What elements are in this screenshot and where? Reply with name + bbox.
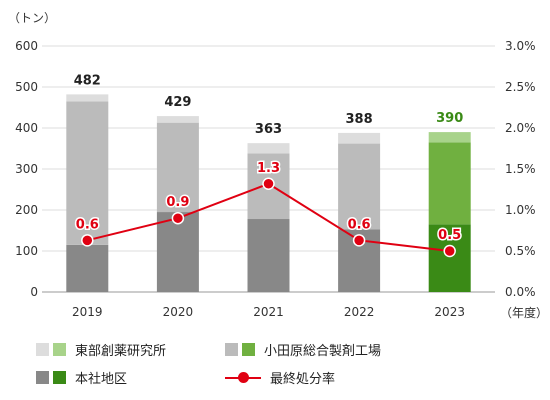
- bar-total-label: 390: [436, 111, 463, 126]
- bar-segment: [247, 219, 290, 292]
- rate-point: [443, 244, 456, 258]
- rate-point: [81, 234, 94, 247]
- bar-total-label: 482: [74, 73, 101, 88]
- rate-data-label: 0.6: [76, 217, 99, 232]
- x-tick-label: 2020: [163, 305, 194, 319]
- y-tick-label: 600: [15, 39, 38, 53]
- bar-segment: [247, 143, 290, 154]
- rate-data-label: 1.3: [257, 161, 280, 176]
- y2-tick-label: 2.5%: [505, 80, 536, 94]
- y2-tick-label: 1.0%: [505, 203, 536, 217]
- bar-segment: [156, 116, 199, 123]
- bar-segment: [428, 132, 471, 143]
- y2-tick-label: 3.0%: [505, 39, 536, 53]
- y2-tick-label: 0.0%: [505, 285, 536, 299]
- bar-segment: [428, 142, 471, 225]
- rate-data-label: 0.5: [438, 228, 461, 243]
- y2-tick-label: 1.5%: [505, 162, 536, 176]
- y-tick-label: 300: [15, 162, 38, 176]
- x-tick-label: 2023: [434, 305, 465, 319]
- y-tick-label: 400: [15, 121, 38, 135]
- x-tick-label: 2019: [72, 305, 103, 319]
- rate-data-label: 0.6: [348, 217, 371, 232]
- bar-segment: [66, 94, 109, 102]
- bar-segment: [66, 101, 109, 245]
- x-tick-label: 2022: [344, 305, 375, 319]
- bar-total-label: 429: [164, 95, 191, 110]
- bar-segment: [428, 224, 471, 292]
- y-axis-unit: （トン）: [8, 11, 56, 25]
- y-tick-label: 100: [15, 244, 38, 258]
- bar-total-label: 388: [346, 112, 373, 127]
- rate-point: [171, 211, 185, 225]
- rate-point: [262, 177, 275, 191]
- bar-segment: [338, 143, 381, 230]
- y-tick-label: 500: [15, 80, 38, 94]
- rate-data-label: 0.9: [166, 195, 189, 210]
- y2-tick-label: 0.5%: [505, 244, 536, 258]
- y-tick-label: 0: [30, 285, 38, 299]
- x-tick-label: 2021: [253, 305, 284, 319]
- y2-tick-label: 2.0%: [505, 121, 536, 135]
- bar-total-label: 363: [255, 122, 282, 137]
- rate-point: [352, 234, 366, 247]
- bar-segment: [338, 132, 381, 144]
- bar-segment: [66, 244, 109, 292]
- bar-segment: [156, 212, 199, 292]
- y-tick-label: 200: [15, 203, 38, 217]
- x-axis-unit: （年度）: [500, 305, 548, 320]
- bar-segment: [156, 122, 199, 213]
